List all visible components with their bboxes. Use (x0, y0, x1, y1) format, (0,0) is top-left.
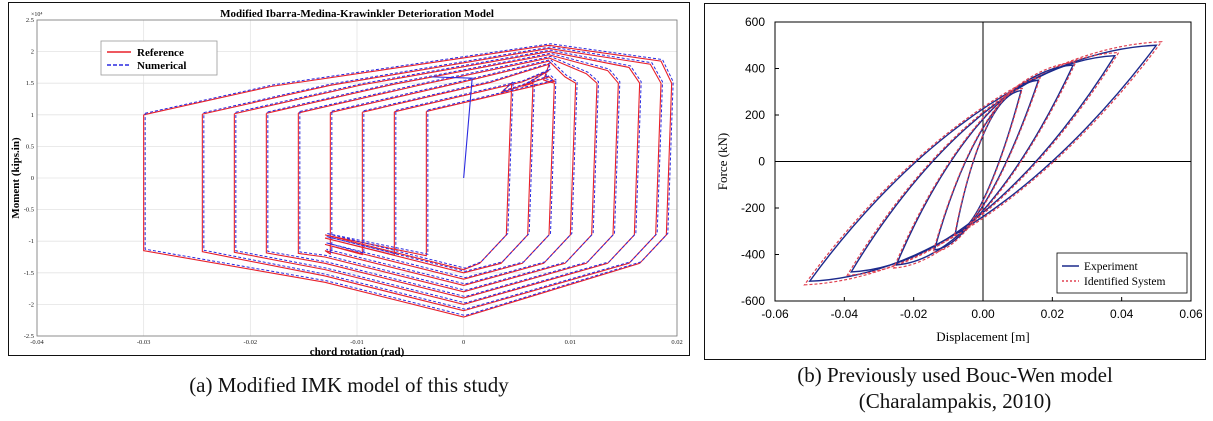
y-tick-label: -0.5 (24, 207, 34, 214)
numerical-loop (267, 52, 621, 298)
y-tick-label: 0 (758, 155, 765, 169)
identified-loop (953, 87, 1024, 237)
imk-chart: -0.04 -0.03 -0.02 -0.01 0 0.01 0.02 -2.5 -2 -1.5 -… (10, 8, 683, 357)
x-tick-label: -0.06 (761, 307, 789, 321)
bouc-wen-chart: -0.06 -0.04 -0.02 0.00 0.02 0.04 0.06 600 400 200… (715, 15, 1203, 344)
plot-frame (36, 19, 678, 337)
y-tick-label: -1 (29, 238, 34, 245)
numerical-loop (326, 59, 578, 285)
x-tick-label: -0.02 (900, 307, 928, 321)
x-tick-label: -0.04 (30, 339, 44, 346)
x-tick-label: -0.04 (831, 307, 859, 321)
y-tick-label: -200 (741, 201, 765, 215)
chart-title: Modified Ibarra-Medina-Krawinkler Deteri… (220, 8, 494, 20)
y-tick-label: 400 (745, 62, 765, 76)
y-tick-label: 1.5 (26, 80, 34, 87)
caption-b-line-2: (Charalampakis, 2010) (858, 389, 1052, 413)
identified-loop (803, 41, 1163, 286)
numerical-loop (326, 61, 557, 279)
y-tick-label: 200 (745, 108, 765, 122)
identified-loop (932, 76, 1041, 254)
x-tick-label: 0.00 (971, 307, 995, 321)
y-tick-label: 2 (31, 49, 34, 56)
x-tick-label: -0.01 (350, 339, 364, 346)
legend-box (100, 40, 218, 76)
imk-chart-panel: -0.04 -0.03 -0.02 -0.01 0 0.01 0.02 -2.5 -2 -1.5 -… (8, 2, 690, 357)
y-axis-label: Force (kN) (715, 133, 730, 190)
x-axis-label: Displacement [m] (936, 329, 1030, 344)
y-tick-label: 0.5 (26, 143, 34, 150)
reference-loop (324, 63, 555, 280)
reference-loop (324, 60, 577, 287)
y-tick-label: 0 (31, 175, 34, 182)
y-tick-label: -600 (741, 294, 765, 308)
y-tick-label: -2.5 (24, 333, 34, 340)
x-tick-label: 0 (462, 339, 465, 346)
x-tick-label: 0.02 (1041, 307, 1065, 321)
numerical-loop (326, 74, 557, 269)
legend-box (1056, 252, 1188, 294)
legend-label-experiment: Experiment (1084, 261, 1138, 273)
identified-loop (892, 61, 1077, 269)
y-tick-label: 600 (745, 15, 765, 29)
numerical-loop (144, 43, 674, 317)
legend-label-identified-system: Identified System (1084, 276, 1165, 288)
x-tick-label: -0.03 (137, 339, 151, 346)
numerical-loop (326, 68, 551, 272)
numerical-loop (235, 49, 642, 304)
x-tick-label: 0.02 (671, 339, 682, 346)
reference-loop (265, 54, 619, 299)
x-tick-label: 0.06 (1179, 307, 1203, 321)
caption-b-line-1: (b) Previously used Bouc-Wen model (797, 363, 1113, 387)
y-tick-label: -400 (741, 248, 765, 262)
y-axis-label: Moment (kips.in) (10, 137, 22, 219)
caption-a: (a) Modified IMK model of this study (189, 373, 509, 397)
y-tick-label: -1.5 (24, 270, 34, 277)
legend-label-numerical: Numerical (137, 60, 186, 72)
x-tick-label: -0.02 (244, 339, 258, 346)
y-multiplier: ×10⁴ (31, 12, 42, 18)
identified-loop (846, 51, 1120, 276)
x-tick-label: 0.04 (1110, 307, 1134, 321)
bouc-wen-chart-panel: -0.06 -0.04 -0.02 0.00 0.02 0.04 0.06 600 400 200… (704, 3, 1206, 360)
y-tick-label: -2 (29, 301, 34, 308)
y-tick-label: 1 (31, 112, 34, 119)
reference-loop (143, 44, 673, 318)
experiment-loop (895, 64, 1075, 266)
initial-branch (431, 76, 473, 179)
experiment-loop (933, 79, 1040, 251)
y-tick-label: 2.5 (26, 17, 34, 24)
legend-label-reference: Reference (137, 47, 184, 59)
experiment-loop (849, 54, 1117, 273)
caption-b: (b) Previously used Bouc-Wen model (Char… (704, 362, 1206, 414)
x-tick-label: 0.01 (565, 339, 576, 346)
x-axis-label: chord rotation (rad) (310, 346, 405, 357)
